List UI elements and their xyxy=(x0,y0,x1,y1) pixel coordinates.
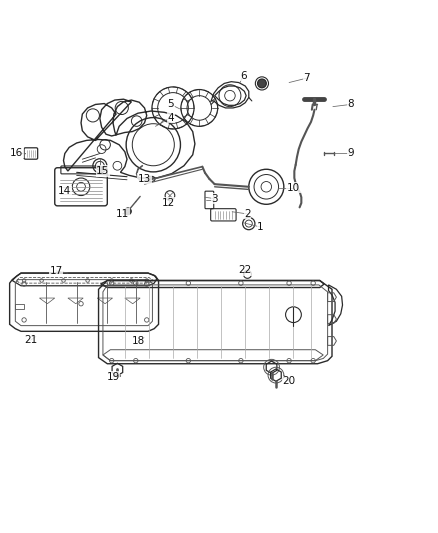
Text: 9: 9 xyxy=(347,148,354,158)
Text: 8: 8 xyxy=(347,100,354,109)
Text: 17: 17 xyxy=(49,266,63,276)
Circle shape xyxy=(124,208,131,215)
Text: 12: 12 xyxy=(162,198,175,208)
Text: 16: 16 xyxy=(10,148,23,158)
Text: 21: 21 xyxy=(24,335,37,345)
Text: 5: 5 xyxy=(167,100,174,109)
Text: 20: 20 xyxy=(283,376,296,386)
Text: 3: 3 xyxy=(211,193,218,204)
Text: 22: 22 xyxy=(239,265,252,275)
Text: 1: 1 xyxy=(257,222,264,232)
Text: 19: 19 xyxy=(106,372,120,382)
Circle shape xyxy=(258,79,266,88)
Text: 10: 10 xyxy=(287,183,300,192)
Text: 11: 11 xyxy=(116,209,129,219)
Text: 18: 18 xyxy=(131,336,145,346)
Text: 15: 15 xyxy=(96,166,110,176)
Text: 7: 7 xyxy=(303,73,310,83)
Text: 13: 13 xyxy=(138,174,151,184)
Text: 14: 14 xyxy=(58,186,71,196)
Text: 6: 6 xyxy=(240,71,247,81)
Text: 2: 2 xyxy=(244,209,251,219)
Text: 4: 4 xyxy=(167,112,174,123)
